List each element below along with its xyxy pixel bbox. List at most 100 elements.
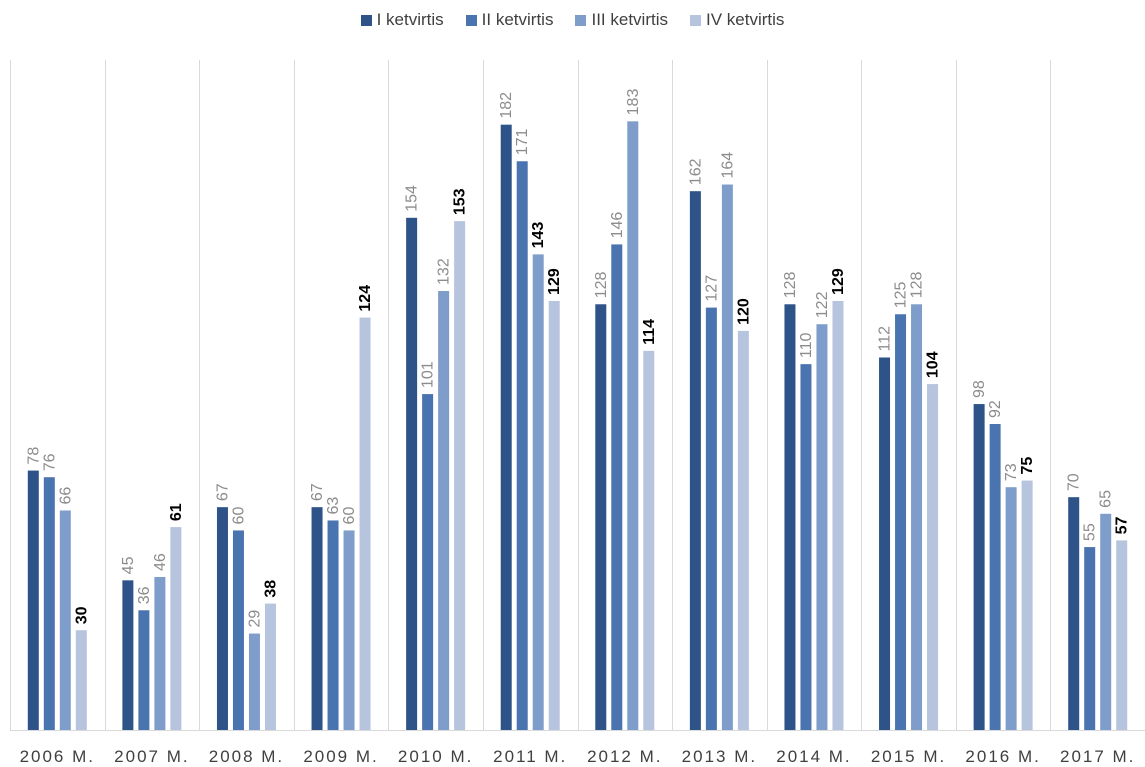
- data-label: 101: [420, 361, 437, 388]
- legend-item-1: I ketvirtis: [360, 10, 444, 30]
- legend-item-4: IV ketvirtis: [689, 10, 785, 30]
- data-label: 46: [152, 553, 169, 571]
- data-label: 38: [262, 580, 279, 598]
- bar: [595, 304, 607, 730]
- data-label: 154: [404, 185, 421, 212]
- data-label: 73: [1003, 463, 1020, 481]
- bar: [343, 530, 355, 730]
- bar: [216, 507, 228, 730]
- bar: [516, 161, 528, 730]
- data-label: 128: [782, 271, 799, 298]
- bar: [643, 350, 655, 730]
- data-label: 124: [357, 285, 374, 312]
- data-label: 171: [514, 128, 531, 155]
- bar: [705, 307, 717, 730]
- bar: [406, 217, 418, 730]
- bar: [1021, 480, 1033, 730]
- data-label: 162: [687, 158, 704, 185]
- data-label: 57: [1114, 517, 1131, 535]
- bar: [611, 244, 623, 731]
- bar: [800, 364, 812, 730]
- bar: [911, 304, 923, 730]
- bar: [59, 510, 71, 730]
- data-label: 114: [641, 319, 658, 345]
- bar: [500, 124, 512, 731]
- bar: [122, 580, 134, 730]
- data-label: 92: [987, 400, 1004, 418]
- bar: [1005, 487, 1017, 730]
- bar: [737, 330, 749, 730]
- data-label: 36: [136, 586, 153, 604]
- bar: [1068, 497, 1080, 730]
- bar: [532, 254, 544, 730]
- x-tick-label: 2017 M.: [1060, 747, 1135, 766]
- data-label: 98: [971, 380, 988, 398]
- bar: [454, 221, 466, 730]
- data-label: 70: [1066, 473, 1083, 491]
- legend-label-3: III ketvirtis: [591, 10, 668, 29]
- x-tick-label: 2009 M.: [303, 747, 378, 766]
- legend-item-2: II ketvirtis: [465, 10, 554, 30]
- bar: [422, 394, 434, 730]
- x-tick-label: 2008 M.: [209, 747, 284, 766]
- legend-item-3: III ketvirtis: [575, 10, 668, 30]
- data-label: 65: [1098, 490, 1115, 508]
- bar: [75, 630, 87, 730]
- data-label: 120: [735, 298, 752, 325]
- x-tick-label: 2007 M.: [114, 747, 189, 766]
- bar: [264, 603, 276, 730]
- data-label: 76: [41, 453, 58, 471]
- bar: [438, 290, 450, 730]
- bar: [43, 477, 55, 730]
- data-label: 132: [436, 258, 453, 285]
- x-tick-label: 2014 M.: [776, 747, 851, 766]
- data-label: 110: [798, 333, 815, 359]
- legend-swatch-4: [689, 14, 701, 26]
- data-label: 66: [57, 487, 74, 505]
- x-tick-label: 2015 M.: [871, 747, 946, 766]
- bar: [689, 191, 701, 731]
- data-label: 128: [593, 271, 610, 298]
- legend-label-1: I ketvirtis: [376, 10, 444, 29]
- bar: [895, 314, 907, 730]
- legend-swatch-2: [465, 14, 477, 26]
- bar: [989, 424, 1001, 730]
- bar: [721, 184, 733, 730]
- bar: [1100, 513, 1112, 730]
- data-label: 112: [877, 326, 894, 352]
- data-label: 164: [719, 152, 736, 179]
- data-label: 45: [120, 556, 137, 574]
- data-label: 78: [25, 447, 42, 465]
- bar: [927, 384, 939, 730]
- legend-label-4: IV ketvirtis: [705, 10, 785, 29]
- bar: [784, 304, 796, 730]
- legend: I ketvirtis II ketvirtis III ketvirtis I…: [0, 10, 1145, 30]
- data-label: 122: [814, 291, 831, 318]
- bar: [138, 610, 150, 730]
- data-label: 60: [341, 507, 358, 525]
- data-label: 75: [1019, 457, 1036, 475]
- bar: [832, 300, 844, 730]
- bar: [154, 577, 166, 730]
- data-label: 30: [73, 606, 90, 624]
- bar: [548, 300, 560, 730]
- data-label: 125: [893, 281, 910, 308]
- legend-label-2: II ketvirtis: [481, 10, 554, 29]
- data-label: 128: [909, 271, 926, 298]
- bar: [816, 324, 828, 730]
- bar: [232, 530, 244, 730]
- bar: [311, 507, 323, 730]
- bar: [248, 633, 260, 730]
- bar: [27, 470, 39, 730]
- bar: [359, 317, 371, 730]
- data-label: 55: [1082, 523, 1099, 541]
- legend-swatch-3: [575, 14, 587, 26]
- data-label: 67: [214, 483, 231, 501]
- data-label: 63: [325, 497, 342, 515]
- x-tick-label: 2013 M.: [682, 747, 757, 766]
- data-label: 67: [309, 483, 326, 501]
- data-label: 104: [925, 351, 942, 378]
- x-tick-label: 2012 M.: [587, 747, 662, 766]
